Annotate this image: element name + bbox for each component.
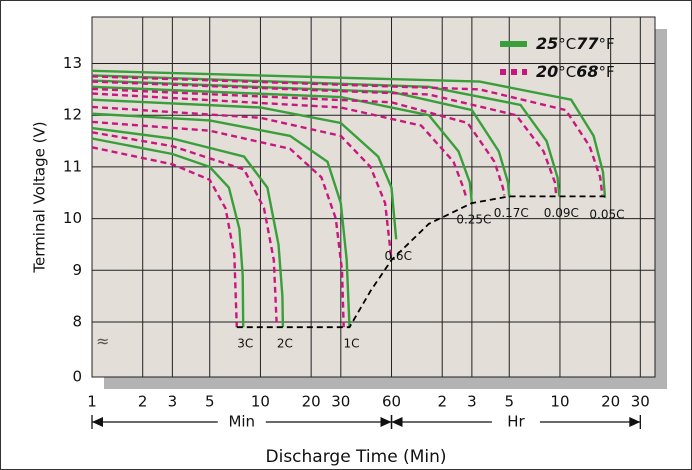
marks (91, 69, 607, 329)
discharge-curve (91, 75, 604, 196)
x-tick-label: 3 (168, 393, 178, 411)
discharge-curve (91, 137, 245, 328)
x-tick-label: 1 (87, 393, 97, 411)
x-tick-label: 2 (437, 393, 447, 411)
discharge-curve (91, 112, 351, 328)
discharge-curve (91, 131, 278, 328)
rate-label: 0.17C (494, 206, 529, 220)
rate-label: 0.25C (456, 213, 491, 227)
legend-part: °F (599, 35, 615, 53)
x-tick-label: 5 (504, 393, 514, 411)
x-tick-label: 10 (550, 393, 569, 411)
unit-label: Hr (507, 413, 525, 431)
discharge-curve (91, 146, 238, 328)
discharge-curve (91, 85, 474, 204)
y-tick-label: 0 (72, 368, 82, 386)
arrow-head (629, 417, 641, 427)
rate-label: 0.09C (544, 206, 579, 220)
y-axis-title: Terminal Voltage (V) (31, 121, 49, 273)
discharge-curve (91, 69, 607, 198)
unit-label: Min (228, 413, 255, 431)
x-tick-label: 30 (631, 393, 650, 411)
legend-part: °C (558, 35, 576, 53)
axis-break: ≈ (96, 332, 109, 351)
x-tick-label: 10 (251, 393, 270, 411)
y-tick-label: 13 (63, 54, 82, 72)
legend-part: 77 (576, 34, 599, 53)
rate-label: 0.05C (589, 207, 624, 221)
y-tick-label: 10 (63, 209, 82, 227)
legend-part: 25 (536, 34, 558, 53)
arrow-head (92, 417, 103, 427)
legend-part: °C (558, 63, 576, 81)
discharge-curve (91, 120, 345, 328)
rate-label: 0.6C (384, 249, 411, 263)
x-tick-label: 20 (302, 393, 321, 411)
x-tick-label: 5 (205, 393, 215, 411)
discharge-curve (91, 92, 468, 199)
discharge-curve (91, 105, 393, 261)
legend-part: 68 (576, 62, 598, 81)
x-tick-label: 60 (382, 393, 401, 411)
x-axis-title: Discharge Time (Min) (266, 447, 447, 467)
y-tick-label: 12 (63, 106, 82, 124)
x-tick-label: 3 (467, 393, 477, 411)
discharge-curve (91, 79, 511, 197)
discharge-curve (91, 87, 506, 196)
discharge-curve (91, 98, 398, 240)
y-tick-label: 11 (63, 157, 82, 175)
end-voltage-line (236, 195, 605, 329)
discharge-curve (91, 126, 285, 328)
discharge-curve (91, 80, 558, 196)
arrow-head (391, 417, 403, 427)
x-tick-label: 30 (331, 393, 350, 411)
legend-label: 25°C77°F (536, 34, 615, 53)
legend-label: 20°C68°F (536, 62, 615, 81)
rate-label: 1C (344, 337, 360, 351)
x-tick-label: 2 (138, 393, 148, 411)
legend-part: °F (599, 63, 615, 81)
arrow-head (380, 417, 392, 427)
rate-label: 2C (277, 337, 293, 351)
x-tick-label: 20 (601, 393, 620, 411)
rate-label: 3C (237, 337, 253, 351)
y-tick-label: 8 (72, 313, 82, 331)
y-tick-label: 9 (72, 261, 82, 279)
legend-part: 20 (536, 62, 558, 81)
